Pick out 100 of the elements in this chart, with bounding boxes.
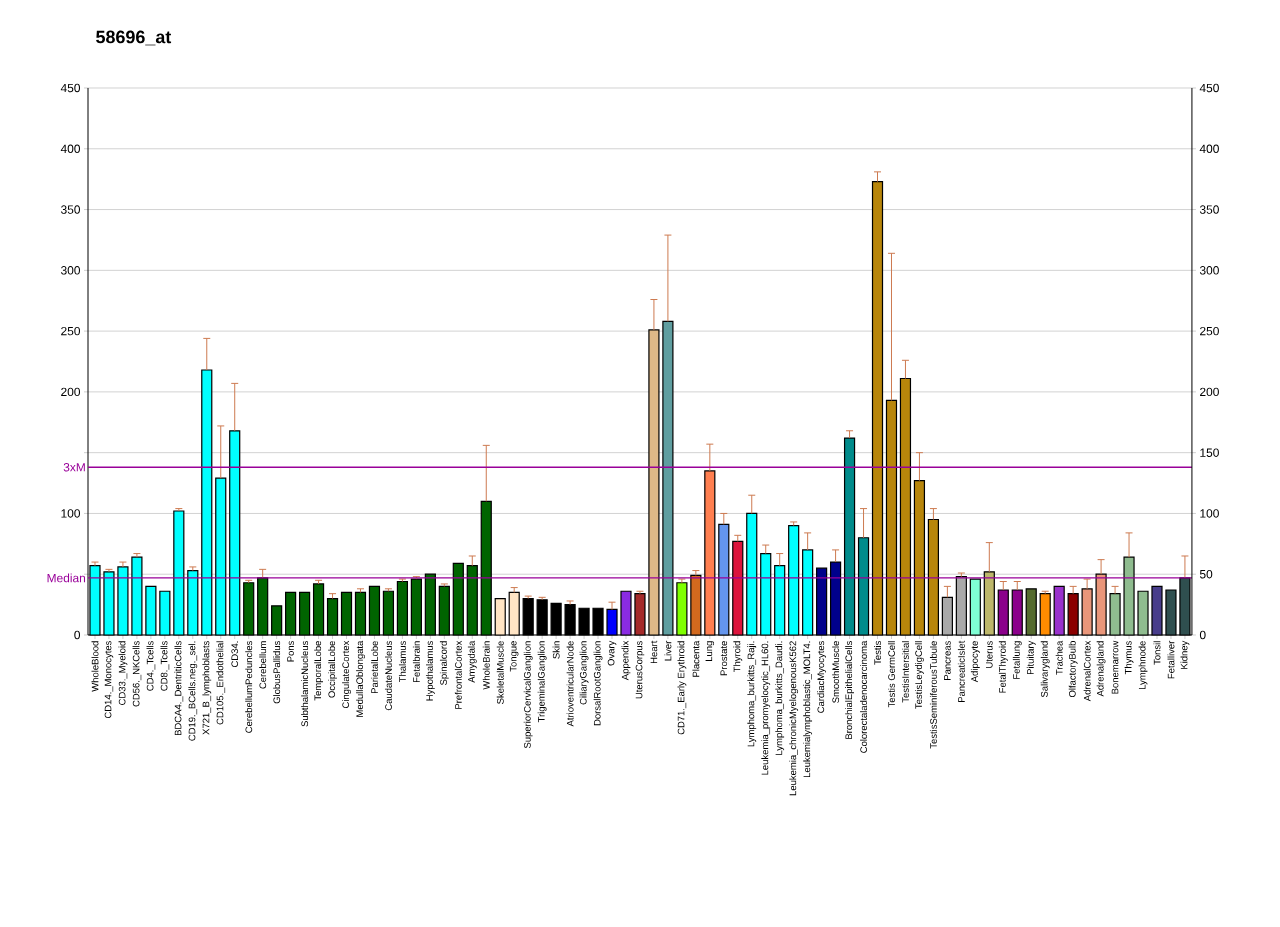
x-tick-label: Kidney (1180, 640, 1190, 669)
ref-line-label: 3xM (63, 463, 85, 472)
x-tick-label: TestisSeminiferousTubule (929, 641, 937, 749)
x-tick-label: AtrioventricularNode (566, 641, 574, 727)
x-tick-label: MedullaOblongata (356, 640, 365, 717)
x-tick-label: Cerebellum (259, 641, 267, 689)
x-tick-label: Uterus (986, 641, 993, 668)
y2-tick-label: 250 (1200, 326, 1219, 336)
x-tick-label: Tonsil (1153, 641, 1161, 665)
y2-tick-label: 300 (1199, 266, 1219, 275)
y2-tick-label: 50 (1199, 569, 1213, 579)
x-tick-label: TestisLeydigCell (915, 641, 924, 709)
y2-tick-label: 350 (1199, 205, 1219, 214)
y-tick-label: 0 (74, 630, 81, 640)
x-tick-label: SubthalamicNucleus (301, 641, 309, 727)
x-tick-label: OlfactoryBulb (1068, 641, 1078, 698)
x-tick-label: DorsalRootGanglion (593, 641, 603, 726)
x-tick-label: X721_B_lymphoblasts (202, 641, 212, 735)
x-tick-label: Thyroid (733, 641, 743, 673)
y-tick-label: 400 (60, 144, 81, 153)
x-tick-label: Spinalcord (439, 641, 449, 685)
x-tick-label: CD19._BCells.neg._sel. (188, 641, 198, 741)
chart-title: 58696_at (96, 30, 172, 46)
x-tick-label: Pancreas (944, 641, 951, 680)
x-tick-label: Pons (287, 641, 294, 662)
x-tick-label: Fetalbrain (412, 641, 420, 682)
x-tick-label: Prostate (720, 641, 728, 676)
x-tick-label: Colorectaladenocarcinoma (860, 640, 868, 753)
y2-tick-label: 400 (1199, 144, 1219, 153)
x-tick-label: CD34. (231, 641, 239, 668)
x-tick-label: Leukemia_chronicMyelogenousK562 (789, 641, 799, 796)
y2-tick-label: 0 (1199, 630, 1206, 640)
x-tick-label: CardiacMyocytes (817, 641, 827, 713)
x-tick-label: Testis (874, 641, 881, 665)
x-tick-label: BDCA4._DentriticCells (174, 641, 184, 736)
x-tick-label: Fetallung (1012, 641, 1022, 679)
x-tick-label: BronchialEpithelialCells (845, 641, 854, 739)
x-tick-label: CD14._Monocytes (104, 641, 114, 719)
x-tick-label: PrefrontalCortex (454, 640, 462, 709)
x-tick-label: Testis GermCell (888, 641, 895, 708)
x-tick-label: Pituitary (1026, 640, 1036, 675)
x-tick-label: CiliaryGanglion (579, 641, 589, 705)
x-tick-label: Heart (650, 640, 658, 664)
x-tick-label: CD105._Endothelial (216, 641, 226, 725)
y2-tick-label: 100 (1200, 509, 1219, 518)
x-tick-label: Trachea (1055, 640, 1063, 675)
x-tick-label: CD4._Tcells (146, 641, 156, 691)
x-tick-label: Tongue (509, 641, 519, 672)
x-tick-label: Fetalliver (1167, 640, 1175, 679)
x-tick-label: SmoothMuscle (832, 641, 840, 703)
x-tick-label: CD33._Myeloid (118, 641, 128, 705)
y-tick-label: 450 (60, 83, 81, 93)
x-tick-label: CingulateCortex (342, 640, 351, 709)
x-tick-label: Amygdala (467, 640, 477, 683)
x-tick-label: Appendix (621, 640, 631, 681)
x-tick-label: CD56._NKCells (132, 641, 142, 707)
x-tick-label: Liver (664, 640, 672, 661)
x-tick-label: WholeBlood (91, 641, 99, 692)
y-tick-label: 300 (60, 266, 81, 275)
x-tick-label: ParietalLobe (370, 641, 378, 694)
x-tick-label: Leukemialymphoblastic_MOLT4. (803, 641, 813, 778)
x-tick-label: TemporalLobe (314, 641, 323, 701)
x-tick-label: Leukemia_promyelocytic_HL60. (761, 641, 771, 775)
x-tick-label: Lung (705, 641, 715, 661)
x-tick-label: Thymus (1124, 641, 1134, 675)
x-tick-label: Ovary (607, 640, 617, 666)
x-tick-label: TestisIntersitial (901, 641, 909, 703)
x-tick-label: UterusCorpus (635, 641, 645, 699)
y2-tick-label: 200 (1200, 387, 1219, 397)
x-tick-label: FetalThyroid (998, 641, 1008, 693)
y-tick-label: 200 (61, 387, 81, 397)
y-tick-label: 100 (61, 509, 81, 518)
x-tick-label: Hypothalamus (425, 641, 435, 701)
x-tick-label: GlobusPallidus (273, 641, 281, 704)
x-tick-label: Bonemarrow (1111, 640, 1119, 694)
x-tick-label: Lymphoma_burkitts_Daudi. (775, 641, 785, 755)
x-tick-label: Thalamus (398, 641, 406, 683)
ref-line-label: Median (47, 573, 86, 583)
x-tick-label: WholeBrain (482, 641, 490, 690)
x-tick-label: Skin (552, 641, 560, 659)
x-tick-label: CD8._Tcells (160, 641, 170, 691)
x-tick-label: AdrenalCortex (1083, 640, 1091, 702)
x-tick-label: Adrenalgland (1096, 641, 1106, 697)
x-tick-label: PancreaticIslet (957, 640, 965, 702)
x-tick-label: CD71._Early Erythroid (677, 641, 687, 735)
x-tick-label: SkeletalMuscle (496, 641, 504, 704)
x-tick-label: SuperiorCervicalGanglion (523, 641, 533, 749)
x-tick-label: Lymphoma_burkitts_Raji. (747, 641, 757, 747)
y2-tick-label: 150 (1200, 448, 1219, 457)
x-tick-label: Lymphnode (1138, 641, 1148, 690)
x-tick-label: Placenta (692, 640, 700, 677)
x-tick-label: Salivarygland (1040, 641, 1050, 698)
x-tick-label: CaudateNucleus (384, 641, 392, 711)
x-tick-label: TrigeminalGanglion (537, 641, 547, 723)
y-tick-label: 250 (61, 326, 81, 336)
x-tick-label: OccipitalLobe (328, 641, 337, 698)
y2-tick-label: 450 (1199, 83, 1219, 93)
x-tick-label: CerebellumPeduncles (245, 641, 253, 733)
y-tick-label: 350 (60, 205, 81, 214)
x-tick-label: Adipocyte (970, 641, 980, 683)
